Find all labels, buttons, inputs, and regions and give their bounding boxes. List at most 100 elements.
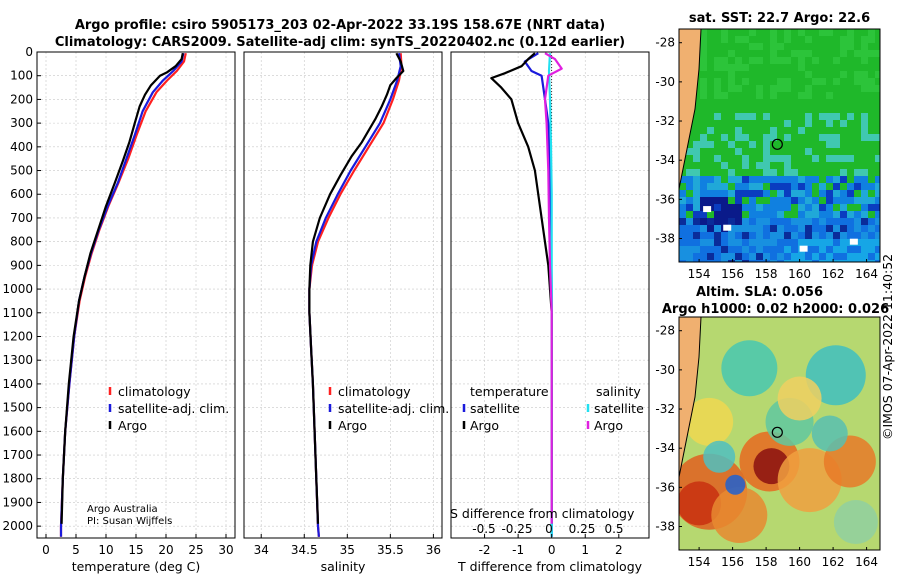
x-axis-label: temperature (deg C) — [72, 559, 201, 574]
x-tick-label: 0 — [42, 543, 50, 557]
map-y-tick-label: -36 — [655, 192, 675, 206]
legend-temperature-title: temperature — [470, 384, 549, 399]
map-title-line-2: Argo h1000: 0.02 h2000: 0.026 — [662, 302, 889, 317]
x-tick-label: 0 — [548, 543, 556, 557]
y-tick-label: 1000 — [2, 282, 33, 296]
x-axis-label: salinity — [321, 559, 366, 574]
map-sst: 154 156 158 160 162 164 -28 -30 -32 -34 -36 -38 sat.… — [655, 11, 881, 281]
title-line-2: Climatology: CARS2009. Satellite-adj cli… — [55, 35, 625, 50]
x-axis-label: T difference from climatology — [457, 559, 643, 574]
panel-differences: -2 -1 0 1 2 T difference from climatology temp… — [450, 51, 650, 574]
x-tick-label: -2 — [479, 543, 491, 557]
legend-label: satellite-adj. clim. — [118, 401, 229, 416]
y-tick-label: 1500 — [2, 401, 33, 415]
legend-label: Argo — [594, 418, 623, 433]
x-tick-label: 34 — [254, 543, 269, 557]
x-tick-label: 35 — [340, 543, 355, 557]
y-tick-label: 1400 — [2, 377, 33, 391]
x-tick-label: 36 — [426, 543, 441, 557]
map-y-tick-label: -30 — [655, 363, 675, 377]
map-x-tick-label: 158 — [755, 555, 778, 569]
legend-label: climatology — [338, 384, 411, 399]
map-y-tick-label: -34 — [655, 153, 675, 167]
legend-label: satellite — [594, 401, 644, 416]
legend-label: Argo — [338, 418, 367, 433]
map-x-tick-label: 154 — [688, 555, 711, 569]
series-salinity-climatology — [308, 53, 403, 537]
legend-label: climatology — [118, 384, 191, 399]
s-tick-label: 0 — [545, 522, 553, 536]
series-salinity-argo — [308, 52, 405, 524]
legend-salinity-title: salinity — [596, 384, 641, 399]
s-tick-label: -0.5 — [472, 522, 495, 536]
x-tick-label: 20 — [158, 543, 173, 557]
map-x-tick-label: 156 — [721, 555, 744, 569]
map-y-tick-label: -38 — [655, 520, 675, 534]
title-line-1: Argo profile: csiro 5905173_203 02-Apr-2… — [75, 18, 605, 33]
x-tick-label: 15 — [128, 543, 143, 557]
map-y-tick-label: -30 — [655, 75, 675, 89]
x-tick-label: 1 — [581, 543, 589, 557]
coastline — [679, 317, 702, 478]
x-tick-label: 35.5 — [377, 543, 404, 557]
argo-position-marker — [771, 426, 783, 438]
x-tick-label: -1 — [512, 543, 524, 557]
map-y-tick-label: -32 — [655, 402, 675, 416]
map-x-tick-label: 164 — [855, 555, 878, 569]
x-tick-label: 25 — [188, 543, 203, 557]
x-tick-label: 2 — [615, 543, 623, 557]
y-tick-label: 300 — [10, 116, 33, 130]
x-tick-label: 34.5 — [291, 543, 318, 557]
map-title-line-1: Altim. SLA: 0.056 — [696, 285, 823, 300]
map-field — [679, 29, 880, 262]
y-tick-label: 400 — [10, 140, 33, 154]
series-differences-salinity-argo — [543, 52, 563, 524]
y-tick-label: 1800 — [2, 472, 33, 486]
map-y-tick-label: -38 — [655, 232, 675, 246]
credit-line-2: PI: Susan Wijffels — [87, 516, 172, 527]
y-tick-label: 900 — [10, 258, 33, 272]
map-x-tick-label: 162 — [822, 555, 845, 569]
map-x-tick-label: 164 — [855, 267, 878, 281]
s-axis-label: S difference from climatology — [450, 506, 635, 521]
map-field — [679, 317, 880, 550]
panel-temperature: 0 5 10 15 20 25 30 temperature (deg C) 0 100 200 30… — [2, 45, 236, 574]
y-tick-label: 200 — [10, 92, 33, 106]
map-x-tick-label: 158 — [755, 267, 778, 281]
map-frame — [678, 316, 881, 551]
axes-frame — [450, 51, 650, 539]
map-frame — [678, 28, 881, 263]
credit-line-1: Argo Australia — [87, 504, 158, 515]
legend-label: satellite-adj. clim. — [338, 401, 449, 416]
axes-frame — [243, 51, 443, 539]
map-x-tick-label: 156 — [721, 267, 744, 281]
series-temperature-argo — [60, 52, 184, 524]
panel-salinity: 34 34.5 35 35.5 36 salinity climatology satelli… — [243, 51, 449, 574]
y-tick-label: 1900 — [2, 495, 33, 509]
s-tick-label: 0.25 — [569, 522, 596, 536]
y-tick-label: 100 — [10, 69, 33, 83]
y-tick-label: 1200 — [2, 329, 33, 343]
s-tick-label: 0.5 — [604, 522, 623, 536]
y-tick-label: 700 — [10, 211, 33, 225]
legend-label: Argo — [118, 418, 147, 433]
map-x-tick-label: 154 — [688, 267, 711, 281]
x-tick-label: 10 — [98, 543, 113, 557]
legend-label: satellite — [470, 401, 520, 416]
map-panels: 154 156 158 160 162 164 -28 -30 -32 -34 -36 -38 sat.… — [655, 11, 889, 569]
series-differences-temperature-argo — [490, 52, 553, 524]
map-title: sat. SST: 22.7 Argo: 22.6 — [689, 11, 870, 26]
y-tick-label: 1600 — [2, 424, 33, 438]
x-tick-label: 30 — [218, 543, 233, 557]
x-tick-label: 5 — [72, 543, 80, 557]
map-sla: 154 156 158 160 162 164 -28 -30 -32 -34 -36 -38 Alti… — [655, 285, 889, 569]
map-y-tick-label: -28 — [655, 36, 675, 50]
y-tick-label: 2000 — [2, 519, 33, 533]
y-tick-label: 1300 — [2, 353, 33, 367]
map-y-tick-label: -32 — [655, 114, 675, 128]
y-tick-label: 500 — [10, 164, 33, 178]
y-tick-label: 1700 — [2, 448, 33, 462]
y-tick-label: 800 — [10, 235, 33, 249]
